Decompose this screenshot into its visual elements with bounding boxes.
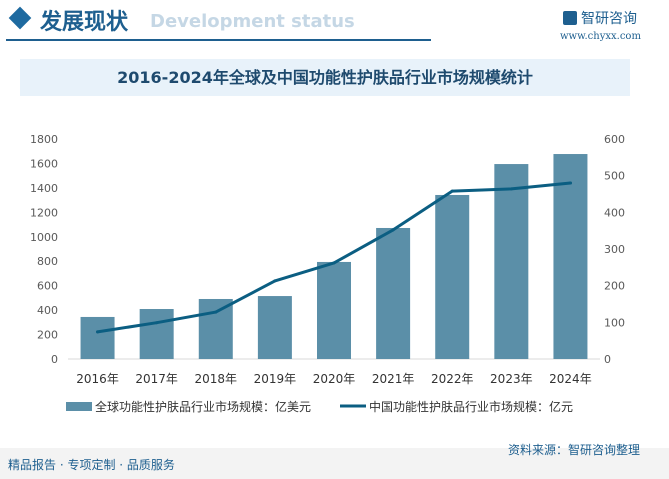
bar: [435, 194, 470, 359]
line-point: [332, 261, 336, 265]
y-left-tick-label: 1200: [30, 206, 58, 219]
line-point: [568, 181, 572, 185]
y-right-tick-label: 600: [604, 133, 625, 146]
y-left-tick-label: 1800: [30, 133, 58, 146]
bar: [139, 309, 174, 359]
line-point: [391, 228, 395, 232]
x-tick-label: 2024年: [549, 372, 592, 386]
legend-bar-swatch: [66, 402, 92, 411]
x-tick-label: 2018年: [195, 372, 238, 386]
logo-text: 智研咨询: [581, 11, 637, 27]
y-right-tick-label: 400: [604, 206, 625, 219]
chart-title: 2016-2024年全球及中国功能性护肤品行业市场规模统计: [117, 68, 533, 87]
x-tick-label: 2019年: [254, 372, 297, 386]
bar: [553, 154, 588, 359]
legend-line-label: 中国功能性护肤品行业市场规模：亿元: [369, 399, 573, 414]
line-point: [96, 330, 100, 334]
title-box: [20, 59, 630, 96]
bar: [80, 316, 115, 359]
bar: [494, 164, 529, 359]
x-tick-label: 2017年: [135, 372, 178, 386]
x-tick-label: 2021年: [372, 372, 415, 386]
x-tick-label: 2020年: [313, 372, 356, 386]
section-title: 发展现状: [40, 10, 129, 35]
y-right-tick-label: 100: [604, 316, 625, 329]
x-tick-label: 2023年: [490, 372, 533, 386]
line-point: [214, 310, 218, 314]
header-divider: [6, 39, 431, 41]
y-left-tick-label: 1600: [30, 157, 58, 170]
y-left-tick-label: 200: [37, 329, 58, 342]
header-subtitle: Development status: [150, 11, 355, 32]
y-left-tick-label: 1400: [30, 182, 58, 195]
bar: [317, 261, 351, 359]
y-left-tick-label: 600: [37, 280, 58, 293]
line-point: [273, 279, 277, 283]
logo: 智研咨询: [563, 8, 637, 28]
x-tick-label: 2022年: [431, 372, 474, 386]
legend-bar-label: 全球功能性护肤品行业市场规模：亿美元: [95, 399, 311, 414]
line-point: [155, 321, 159, 325]
y-right-tick-label: 300: [604, 243, 625, 256]
source-note: 资料来源：智研咨询整理: [508, 443, 641, 457]
line-point: [509, 187, 513, 191]
website-url: www.chyxx.com: [560, 31, 641, 42]
y-left-tick-label: 400: [37, 304, 58, 317]
y-left-tick-label: 0: [51, 353, 58, 366]
bar: [198, 298, 233, 359]
bar: [257, 296, 292, 359]
y-left-tick-label: 1000: [30, 231, 58, 244]
line-point: [450, 189, 454, 193]
y-right-tick-label: 500: [604, 170, 625, 183]
x-tick-label: 2016年: [76, 372, 119, 386]
y-left-tick-label: 800: [37, 255, 58, 268]
y-right-tick-label: 200: [604, 280, 625, 293]
footer-bar: [0, 448, 669, 479]
y-right-tick-label: 0: [604, 353, 611, 366]
logo-icon: [563, 11, 577, 25]
bar: [376, 227, 411, 359]
footer-tagline: 精品报告 · 专项定制 · 品质服务: [8, 458, 175, 472]
